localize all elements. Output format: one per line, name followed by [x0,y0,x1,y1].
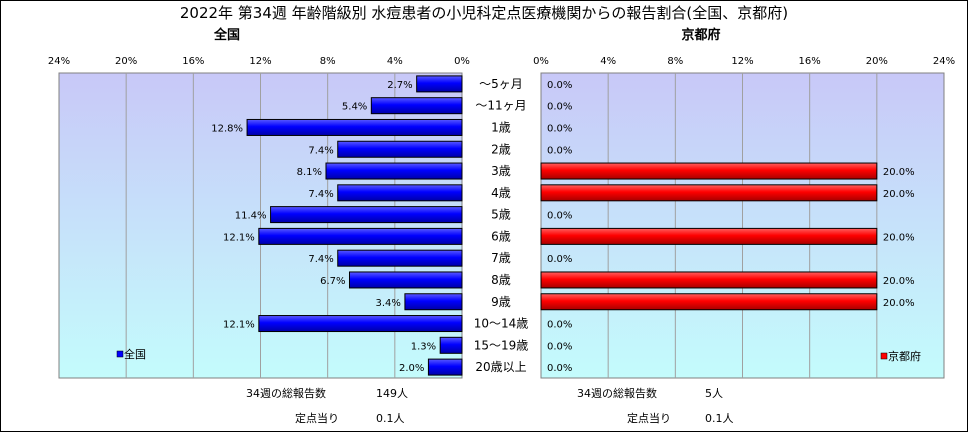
national-data-label: 5.4% [342,102,367,113]
panel-title-kyoto: 京都府 [681,27,720,43]
national-legend-swatch [116,350,124,358]
chart-title: 2022年 第34週 年齢階級別 水痘患者の小児科定点医療機関からの報告割合(全… [180,4,788,22]
national-data-label: 6.7% [320,276,345,287]
national-data-label: 7.4% [308,145,333,156]
kyoto-data-label: 0.0% [547,123,572,134]
kyoto-data-label: 20.0% [883,189,915,200]
national-data-label: 11.4% [235,211,267,222]
national-x-tick-label: 16% [182,56,204,67]
national-data-label: 1.3% [411,341,436,352]
category-label: 15～19歳 [474,338,529,352]
kyoto-legend-label: 京都府 [888,349,921,363]
national-bar [270,206,463,224]
kyoto-data-label: 0.0% [547,80,572,91]
category-labels: ～5ヶ月 ～11ヶ月 1歳 2歳 3歳 4歳 5歳 6歳 7歳 8歳 9歳 10～14歳 15～19歳 2… [474,77,529,374]
national-x-tick-label: 12% [249,56,271,67]
national-bar [427,358,463,376]
national-legend-label: 全国 [124,347,146,361]
national-x-tick-label: 24% [48,56,70,67]
category-label: 8歳 [491,273,511,287]
national-x-tick-label: 0% [454,56,470,67]
national-bar [325,162,463,180]
kyoto-data-label: 20.0% [883,232,915,243]
category-label: 7歳 [491,251,511,265]
kyoto-data-label: 20.0% [883,167,915,178]
kyoto-data-label: 0.0% [547,145,572,156]
national-bar [348,271,463,289]
kyoto-bar [540,227,878,245]
kyoto-per-label: 定点当り [627,411,671,425]
category-label: 2歳 [491,142,511,156]
national-data-label: 2.0% [399,363,424,374]
kyoto-data-label: 20.0% [883,276,915,287]
category-label: 9歳 [491,295,511,309]
kyoto-bar [540,184,878,202]
national-bar [439,336,463,354]
national-bar [258,315,463,333]
national-panel: 24% 20% 16% 12% 8% 4% 0% 2.7% 5.4% 12.8% 7.4% 8.1% 7… [48,56,470,379]
national-data-label: 12.1% [223,320,255,331]
kyoto-bar [540,162,878,180]
kyoto-data-label: 0.0% [547,363,572,374]
kyoto-bar [540,293,878,311]
national-data-label: 8.1% [297,167,322,178]
national-x-tick-label: 4% [387,56,403,67]
national-bar [258,227,463,245]
national-bar [337,249,463,267]
category-label: 5歳 [491,208,511,222]
national-x-tick-label: 20% [115,56,137,67]
kyoto-x-tick-label: 12% [731,56,753,67]
kyoto-x-tick-label: 20% [866,56,888,67]
kyoto-total-value: 5人 [705,387,723,400]
kyoto-data-label: 0.0% [547,254,572,265]
kyoto-data-label: 0.0% [547,341,572,352]
category-label: 3歳 [491,164,511,178]
kyoto-data-label: 0.0% [547,102,572,113]
kyoto-panel: 0% 4% 8% 12% 16% 20% 24% 0.0% 0.0% 0.0% 0.0% 20.0% 2… [533,56,955,379]
national-bar [246,118,463,136]
category-label: 1歳 [491,120,511,134]
kyoto-x-tick-label: 24% [933,56,955,67]
category-label: 20歳以上 [475,360,526,374]
kyoto-x-tick-label: 0% [533,56,549,67]
national-data-label: 12.8% [211,123,243,134]
national-data-label: 2.7% [387,80,412,91]
national-total-label: 34週の総報告数 [246,386,326,400]
kyoto-bar [540,271,878,289]
national-per-value: 0.1人 [376,412,405,425]
national-data-label: 7.4% [308,254,333,265]
national-bar [370,97,463,115]
national-data-label: 3.4% [376,298,401,309]
national-bar [337,140,463,158]
national-per-label: 定点当り [295,411,339,425]
category-label: 4歳 [491,186,511,200]
national-total-value: 149人 [376,387,408,400]
kyoto-x-tick-label: 4% [600,56,616,67]
kyoto-data-label: 0.0% [547,211,572,222]
category-label: ～5ヶ月 [479,77,523,91]
national-bar [416,75,463,93]
panel-title-national: 全国 [213,27,240,43]
national-x-tick-label: 8% [320,56,336,67]
kyoto-x-tick-label: 16% [799,56,821,67]
kyoto-legend-swatch [880,352,888,360]
category-label: ～11ヶ月 [475,99,526,113]
category-label: 6歳 [491,229,511,243]
kyoto-data-label: 20.0% [883,298,915,309]
national-data-label: 12.1% [223,232,255,243]
national-bar [404,293,463,311]
kyoto-per-value: 0.1人 [705,412,734,425]
category-label: 10～14歳 [474,317,529,331]
kyoto-data-label: 0.0% [547,320,572,331]
national-bar [337,184,463,202]
kyoto-x-tick-label: 8% [667,56,683,67]
kyoto-total-label: 34週の総報告数 [577,386,657,400]
national-data-label: 7.4% [308,189,333,200]
